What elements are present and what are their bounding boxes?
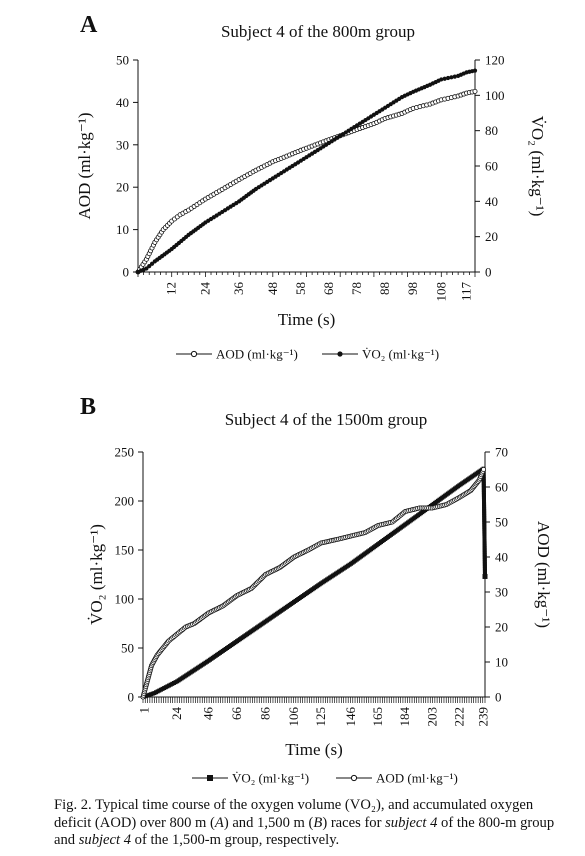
x-tick-label: 12 [164,282,179,295]
x-tick-label: 239 [476,707,491,727]
data-point [481,466,487,472]
x-tick-label: 24 [169,707,184,721]
left-tick-label: 50 [121,641,134,656]
x-tick-label: 1 [136,707,151,714]
data-point [439,77,444,82]
x-tick-label: 68 [321,282,336,295]
right-y-axis-label: V̇O₂ (ml·kg⁻¹) [528,116,547,217]
left-tick-label: 200 [115,494,135,509]
x-tick-label: 98 [405,282,420,295]
x-tick-label: 108 [433,282,448,302]
caption-text: ) races for [322,814,386,831]
caption-italic-text: subject 4 [78,832,132,848]
legend-marker [207,775,213,781]
right-y-axis-label: AOD (ml·kg⁻¹) [534,521,553,628]
legend-label: V̇O₂ (ml·kg⁻¹) [362,347,439,362]
x-tick-label: 222 [451,707,466,727]
caption-text: of the 1,500-m group, respectively. [131,832,340,848]
left-tick-label: 150 [115,543,135,558]
left-tick-label: 50 [116,53,129,68]
x-tick-label: 117 [459,282,474,302]
left-tick-label: 100 [115,592,135,607]
x-tick-label: 88 [377,282,392,295]
legend-label: AOD (ml·kg⁻¹) [376,771,458,786]
caption-text: O₂ [360,797,376,813]
caption-italic-text: A [214,814,224,831]
x-tick-label: 203 [424,707,439,727]
x-tick-label: 58 [293,282,308,295]
x-tick-label: 78 [349,282,364,295]
right-tick-label: 0 [495,690,502,705]
right-tick-label: 100 [485,88,505,103]
panel-b: B Subject 4 of the 1500m group05010015020… [80,394,553,786]
chart-title: Subject 4 of the 1500m group [225,410,428,429]
right-tick-label: 80 [485,123,498,138]
caption-text: ), and accumulated oxygen deficit (AOD) … [54,797,534,831]
right-tick-label: 60 [495,480,508,495]
left-tick-label: 0 [128,690,135,705]
right-tick-label: 40 [485,194,498,209]
right-tick-label: 30 [495,585,508,600]
legend-marker [337,351,343,357]
caption-text: Fig. 2. Typical time course of the oxyge… [54,797,361,813]
right-tick-label: 70 [495,445,508,460]
left-tick-label: 0 [123,265,130,280]
x-axis-label: Time (s) [278,310,335,329]
figure-caption: Fig. 2. Typical time course of the oxyge… [54,797,574,850]
data-point [482,573,488,579]
left-tick-label: 10 [116,222,129,237]
right-tick-label: 20 [485,229,498,244]
x-tick-label: 165 [370,707,385,727]
left-tick-label: 20 [116,180,129,195]
right-tick-label: 20 [495,620,508,635]
x-tick-label: 106 [286,707,301,727]
left-tick-label: 40 [116,95,129,110]
x-tick-label: 48 [265,282,280,295]
left-tick-label: 250 [115,445,135,460]
chart-title: Subject 4 of the 800m group [221,22,415,41]
x-tick-label: 146 [343,707,358,727]
caption-text: of the 800-m group and [54,814,555,849]
x-tick-label: 66 [229,707,244,721]
series-line-2 [137,70,476,273]
caption-italic-text: subject 4 [385,814,438,831]
left-y-axis-label: AOD (ml·kg⁻¹) [75,112,94,219]
data-point [445,75,451,81]
legend-label: V̇O₂ (ml·kg⁻¹) [232,771,309,786]
right-tick-label: 10 [495,655,508,670]
right-tick-label: 50 [495,515,508,530]
right-tick-label: 40 [495,550,508,565]
legend-marker [350,774,358,782]
left-tick-label: 30 [116,137,129,152]
right-tick-label: 120 [485,53,505,68]
data-point [149,261,155,266]
caption-italic-text: B [313,814,323,831]
x-tick-label: 24 [197,282,212,296]
right-tick-label: 0 [485,265,492,280]
series-line-1 [137,90,476,273]
data-point [144,266,149,271]
legend-label: AOD (ml·kg⁻¹) [216,347,298,362]
x-tick-label: 36 [231,282,246,296]
data-point [472,68,478,73]
x-tick-label: 184 [397,707,412,727]
panel-a: A Subject 4 of the 800m group 0 10 20 30 40 50 0… [75,12,547,362]
panel-letter: B [80,394,96,420]
x-tick-label: 46 [201,707,216,721]
x-tick-label: 86 [258,707,273,721]
right-tick-label: 60 [485,159,498,174]
data-point [147,264,152,269]
x-axis-label: Time (s) [285,740,342,759]
caption-text: ) and 1,500 m ( [223,814,314,831]
panel-letter: A [80,12,98,38]
data-point [472,88,478,94]
x-tick-label: 125 [313,707,328,727]
data-point [452,74,457,79]
data-point [449,75,454,80]
left-y-axis-label: V̇O₂ (ml·kg⁻¹) [87,524,106,625]
data-point [442,76,447,81]
legend-marker [190,350,198,358]
